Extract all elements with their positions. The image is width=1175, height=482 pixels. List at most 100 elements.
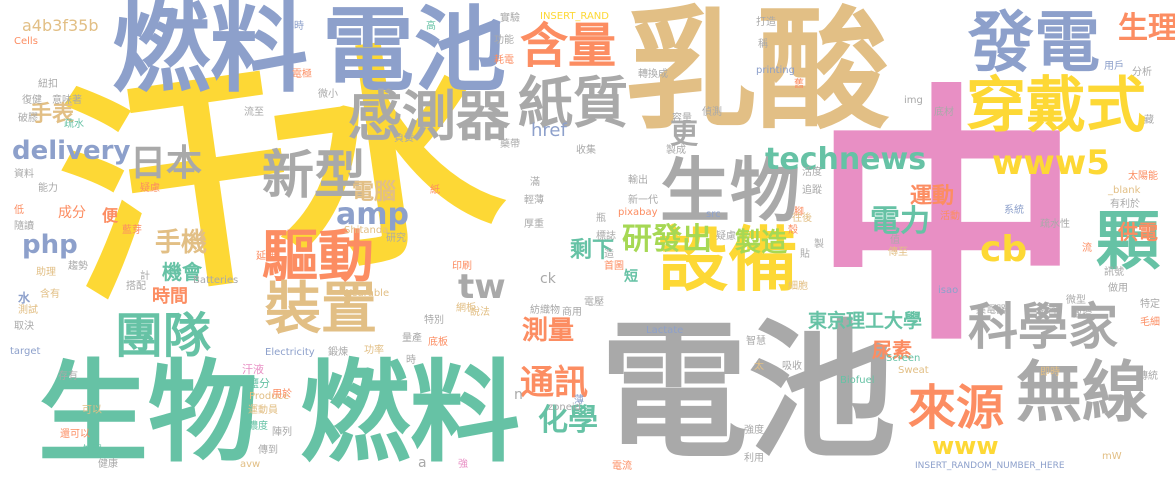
word: Screen [886,353,921,364]
word: www [932,432,999,460]
word: 手表 [30,102,75,127]
word: 東京理工大學 [808,310,923,332]
word: 電極 [292,69,312,80]
word: Produce [249,391,290,402]
word: 水 [18,291,31,305]
word: 智慧 [746,336,766,347]
word: 趨勢 [68,261,88,272]
word: delivery [12,136,131,166]
word: 訊號 [1104,267,1124,278]
word: 生物 [660,150,800,232]
word: pixabay [618,207,658,218]
word: 傳到 [258,445,278,456]
word: 運動 [910,184,955,209]
word: 疏水 [64,119,84,130]
word: a [418,455,427,471]
word: 微型 [1066,295,1086,306]
word: 疑慮 [716,231,736,242]
word: 底材 [934,107,954,118]
word: 含有 [40,289,60,300]
word: 舊 [794,79,804,90]
word: href [531,120,567,141]
word: 通訊 [520,363,588,403]
word: Sweat [898,365,929,376]
word: mW [1102,451,1122,462]
word: 研究 [386,233,406,244]
word: 紙 [430,185,440,196]
word: 追蹤 [802,185,822,196]
word: 分析 [1132,67,1152,78]
word: 輕薄 [524,195,544,206]
word: 殼 [788,225,798,236]
word: 裝置 [265,277,377,342]
word: printing [756,65,795,76]
word: 短 [624,269,638,285]
word: Batteries [193,275,239,286]
word: 紙質 [518,71,629,135]
word: 製成 [666,145,686,156]
word: 稱 [758,39,768,50]
word: 轉換成 [638,69,668,80]
word: 鍛煉 [328,347,348,358]
word: 電力 [870,204,930,239]
word: 功率 [364,345,384,356]
word: 電腦 [352,180,397,205]
word: 電流 [612,461,632,472]
word: 新型 [262,146,367,206]
word: 輸出 [628,175,648,186]
word: Wearable [342,288,390,299]
word: 無線 [1016,354,1148,431]
word: 值 [890,235,900,246]
word: 打造 [756,17,776,28]
word: Cells [14,36,38,47]
word: 便 [102,206,119,225]
word: 太 [754,361,764,372]
word: 計 [140,271,150,282]
word: 強 [458,459,468,470]
word: 收集 [576,145,596,156]
word: 更 [670,117,699,150]
word: 細胞 [788,281,808,292]
word: 紡織物 [530,305,560,316]
word: 實驗 [500,13,520,24]
word: 取決 [14,321,34,332]
word: 傳統 [1138,371,1158,382]
word: 電池 [600,306,896,478]
word: 印刷 [452,261,472,272]
word: 測試 [18,305,38,316]
word: 搭配 [126,281,146,292]
word: 負責 [394,133,414,144]
word: avw [240,459,261,470]
word: 機會 [162,260,202,284]
word: 往後 [792,213,812,224]
word: target [10,346,41,357]
word: www5 [992,143,1110,183]
word: 電壓 [584,297,604,308]
word: 新一代 [628,195,658,206]
word: 資料 [14,169,34,180]
word: 說法 [470,307,490,318]
word: 藍芽 [122,225,142,236]
word: 特別 [424,315,444,326]
word: INSERT_RAND [540,11,609,22]
word: 尿素 [872,338,912,362]
word: 生理 [1118,11,1175,46]
word: 燃料 [112,0,309,106]
word: 還可以 [60,429,90,440]
word: ck [540,271,556,287]
word: 藥帶 [500,139,520,150]
word: 供電 [1118,220,1158,244]
word: 製造 [735,228,788,258]
word: 偵測 [702,107,722,118]
word: 化學 [538,403,598,438]
word: 傳至 [888,247,908,258]
word: amp [336,197,409,232]
word: 燃料 [300,349,520,477]
word: 隨讀 [14,221,34,232]
word: 手機 [155,228,208,258]
word: 能力 [38,183,58,194]
word: 用於 [272,389,292,400]
word: 毛細 [1140,317,1160,328]
word: 發電 [968,4,1100,81]
